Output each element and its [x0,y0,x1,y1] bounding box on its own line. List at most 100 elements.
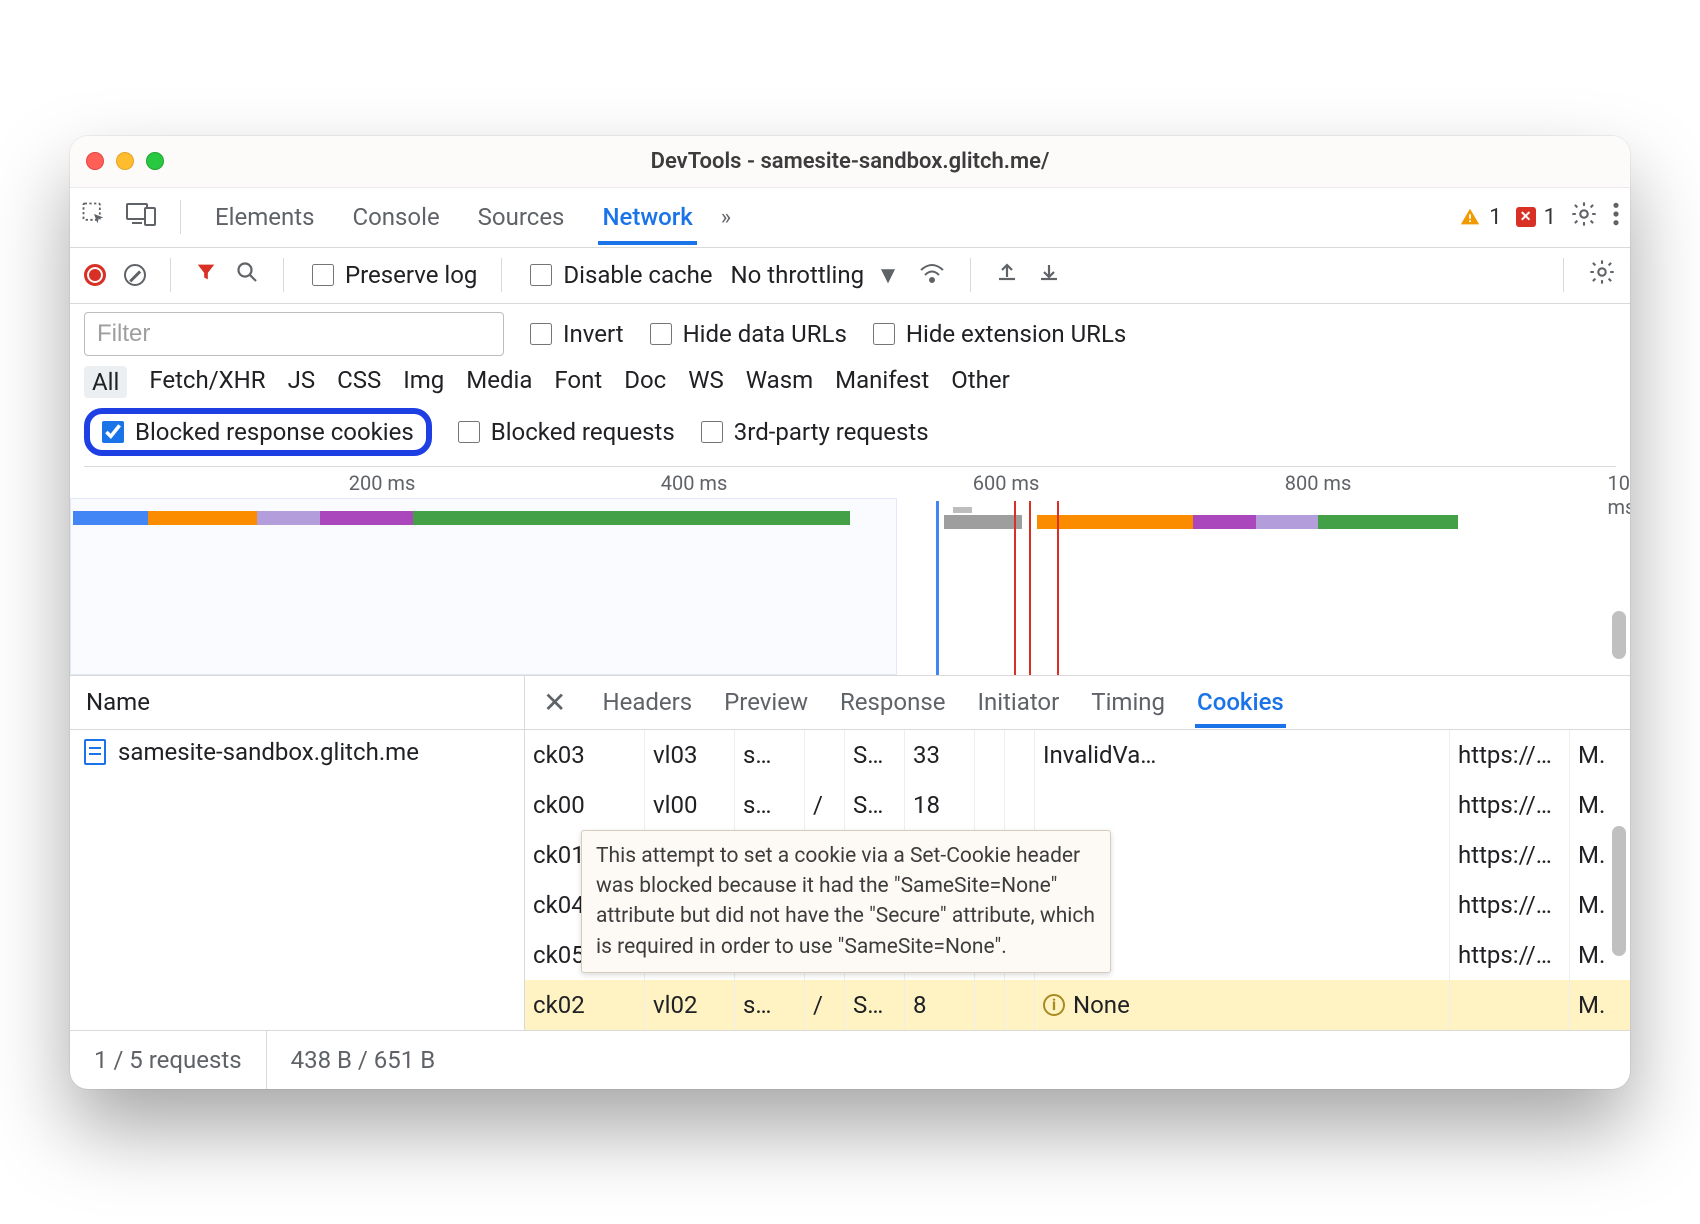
type-filter-fetchxhr[interactable]: Fetch/XHR [149,366,265,398]
type-filter-font[interactable]: Font [554,366,602,398]
network-settings-icon[interactable] [1588,258,1616,292]
preserve-log-checkbox[interactable]: Preserve log [308,261,477,289]
cookie-cell [975,980,1005,1030]
blocked-response-cookies-checkbox[interactable]: Blocked response cookies [98,418,414,446]
tab-network[interactable]: Network [598,189,696,245]
detail-tab-cookies[interactable]: Cookies [1195,676,1286,728]
cookie-row[interactable]: ck03vl03s…S…33InvalidVa…https://…M. [525,730,1630,780]
settings-icon[interactable] [1570,200,1598,234]
timeline-overview[interactable]: 200 ms400 ms600 ms800 ms1000 ms [70,471,1630,676]
cookie-cell: M. [1570,780,1630,830]
clear-button[interactable] [124,264,146,286]
timeline-tick: 400 ms [661,471,728,495]
blocked-requests-checkbox[interactable]: Blocked requests [454,418,675,446]
detail-tab-initiator[interactable]: Initiator [975,676,1061,728]
type-filter-img[interactable]: Img [403,366,444,398]
cookie-cell: ck02 [525,980,645,1030]
errors-indicator[interactable]: ✕ 1 [1516,205,1556,230]
type-filter-wasm[interactable]: Wasm [746,366,813,398]
type-filter-js[interactable]: JS [288,366,316,398]
timeline-body [70,501,1630,675]
cookie-cell: https://… [1450,880,1570,930]
throttling-select[interactable]: No throttling ▼ [731,261,900,290]
cookie-cell: https://… [1450,780,1570,830]
hide-data-label: Hide data URLs [683,320,847,348]
chevron-down-icon: ▼ [876,261,900,290]
timeline-gap-marker [953,507,972,513]
disable-cache-checkbox[interactable]: Disable cache [526,261,712,289]
tab-console[interactable]: Console [348,189,443,245]
cookie-cell [975,780,1005,830]
hide-extension-urls-checkbox[interactable]: Hide extension URLs [869,320,1126,348]
cookie-cell [805,730,845,780]
cookie-cell: https://… [1450,730,1570,780]
import-har-icon[interactable] [995,260,1019,290]
device-toolbar-icon[interactable] [126,201,156,233]
third-party-label: 3rd-party requests [734,418,929,446]
detail-tab-headers[interactable]: Headers [600,676,694,728]
inspect-element-icon[interactable] [80,200,108,234]
divider [180,200,181,234]
filter-toggle-icon[interactable] [195,261,217,289]
status-transferred: 438 B / 651 B [267,1031,460,1089]
invert-checkbox[interactable]: Invert [526,320,624,348]
tab-elements[interactable]: Elements [211,189,318,245]
cookie-cell: ck00 [525,780,645,830]
filter-section: Invert Hide data URLs Hide extension URL… [70,304,1630,471]
traffic-lights [86,152,164,170]
cookies-scrollbar[interactable] [1612,826,1626,956]
tab-sources[interactable]: Sources [474,189,569,245]
export-har-icon[interactable] [1037,260,1061,290]
network-conditions-icon[interactable] [918,260,946,290]
type-filter-all[interactable]: All [84,366,127,398]
request-panes: Name samesite-sandbox.glitch.me ✕ Header… [70,676,1630,1031]
type-filter-media[interactable]: Media [466,366,532,398]
timeline-tick: 600 ms [973,471,1040,495]
divider [283,258,284,292]
cookie-cell: 8 [905,980,975,1030]
record-button[interactable] [84,264,106,286]
type-filter-other[interactable]: Other [951,366,1009,398]
cookie-cell: 33 [905,730,975,780]
request-detail-pane: ✕ Headers Preview Response Initiator Timing C… [525,676,1630,1030]
timeline-bar [1318,515,1458,529]
cookie-cell: S… [845,780,905,830]
detail-tab-preview[interactable]: Preview [722,676,810,728]
tabs-overflow-button[interactable]: » [721,205,731,230]
cookie-cell [1005,780,1035,830]
timeline-bar [1256,515,1318,529]
type-filter-manifest[interactable]: Manifest [835,366,929,398]
type-filter-css[interactable]: CSS [337,366,381,398]
name-column-header[interactable]: Name [70,676,524,730]
close-detail-button[interactable]: ✕ [543,686,566,719]
detail-tab-timing[interactable]: Timing [1089,676,1167,728]
main-tabs: Elements Console Sources Network [211,189,697,245]
type-filter-ws[interactable]: WS [688,366,724,398]
third-party-requests-checkbox[interactable]: 3rd-party requests [697,418,929,446]
cookie-row[interactable]: ck02vl02s…/S…8iNoneM. [525,980,1630,1030]
timeline-bar [944,515,1022,529]
cookie-cell: https://… [1450,830,1570,880]
hide-data-urls-checkbox[interactable]: Hide data URLs [646,320,847,348]
cookie-cell: / [805,980,845,1030]
zoom-window-button[interactable] [146,152,164,170]
request-name: samesite-sandbox.glitch.me [118,738,419,766]
title-bar: DevTools - samesite-sandbox.glitch.me/ [70,136,1630,188]
filter-input[interactable] [84,312,504,356]
detail-tab-response[interactable]: Response [838,676,947,728]
kebab-menu-icon[interactable] [1612,201,1620,233]
search-icon[interactable] [235,260,259,290]
timeline-marker-line [1014,501,1016,675]
timeline-scrollbar[interactable] [1612,611,1626,659]
warnings-indicator[interactable]: 1 [1459,205,1501,230]
type-filter-doc[interactable]: Doc [624,366,666,398]
minimize-window-button[interactable] [116,152,134,170]
request-row[interactable]: samesite-sandbox.glitch.me [70,730,524,774]
blocked-cookies-label: Blocked response cookies [135,418,414,446]
detail-tabs: ✕ Headers Preview Response Initiator Timing C… [525,676,1630,730]
warnings-count: 1 [1489,205,1501,230]
disable-cache-label: Disable cache [563,261,712,289]
cookie-row[interactable]: ck00vl00s…/S…18https://…M. [525,780,1630,830]
close-window-button[interactable] [86,152,104,170]
cookie-cell: InvalidVa… [1035,730,1450,780]
